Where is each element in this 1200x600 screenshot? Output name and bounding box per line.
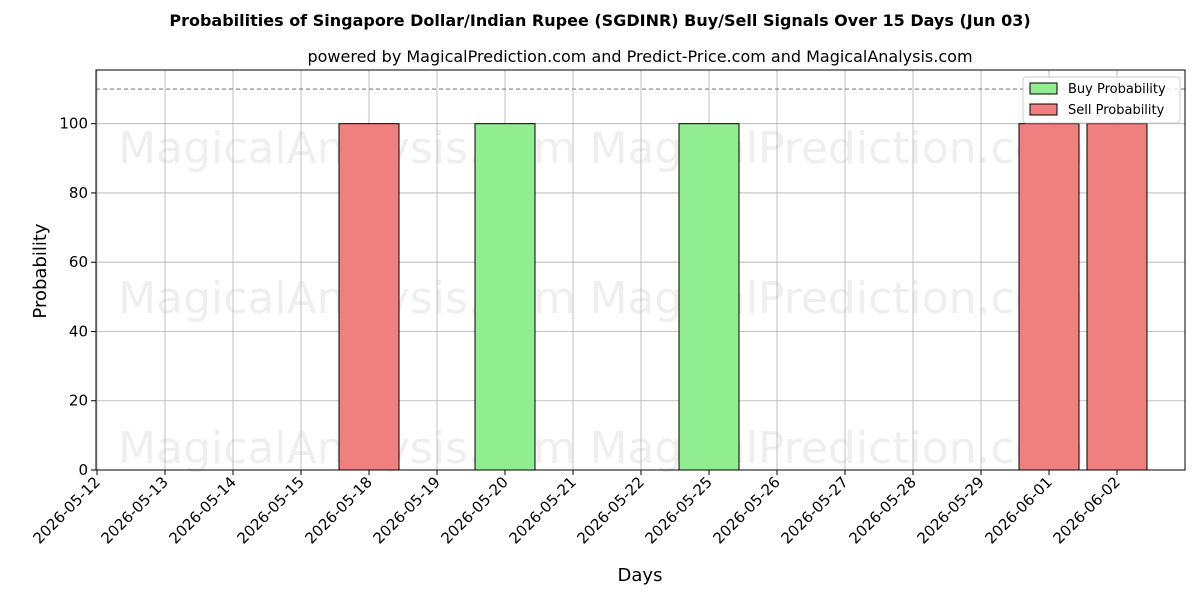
y-tick-label: 0 <box>78 461 88 479</box>
watermark-prediction: MagicalPrediction.com <box>590 123 1085 174</box>
y-tick-label: 80 <box>69 184 88 202</box>
legend-label-sell: Sell Probability <box>1068 103 1165 118</box>
y-tick-label: 20 <box>69 392 88 410</box>
sell-bar <box>1086 123 1148 471</box>
buy-bar <box>678 123 740 471</box>
y-axis-label: Probability <box>30 223 51 318</box>
sell-bar <box>1018 123 1080 471</box>
legend-frame <box>1022 76 1181 124</box>
buy-bar <box>474 123 536 471</box>
chart-subtitle: powered by MagicalPrediction.com and Pre… <box>307 47 972 66</box>
bar-layer <box>338 123 1148 471</box>
y-axis: 0 20 40 60 80 100 <box>59 115 96 479</box>
watermark-prediction: MagicalPrediction.com <box>590 273 1085 324</box>
legend: Buy Probability Sell Probability <box>1022 76 1181 124</box>
legend-label-buy: Buy Probability <box>1068 82 1166 97</box>
sell-bar <box>338 123 400 471</box>
y-tick-label: 40 <box>69 322 88 340</box>
y-tick-label: 60 <box>69 253 88 271</box>
legend-swatch-buy <box>1029 82 1058 95</box>
watermark-prediction: MagicalPrediction.com <box>590 423 1085 474</box>
x-axis-label: Days <box>618 565 663 586</box>
legend-swatch-sell <box>1029 103 1058 116</box>
chart-title: Probabilities of Singapore Dollar/Indian… <box>169 11 1030 30</box>
y-tick-label: 100 <box>59 115 88 133</box>
